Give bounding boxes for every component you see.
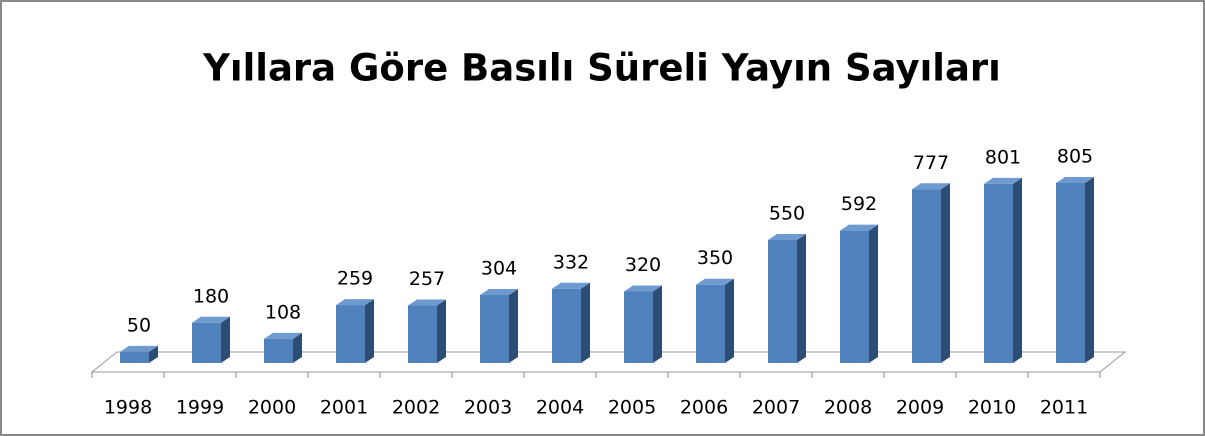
x-tick-label: 2004 xyxy=(536,397,584,419)
x-tick-label: 2005 xyxy=(608,397,656,419)
bar-top xyxy=(192,316,230,323)
bar-side xyxy=(1013,177,1022,363)
bar-top xyxy=(552,282,590,289)
bar xyxy=(696,284,725,363)
data-label: 801 xyxy=(985,146,1021,168)
bar-top xyxy=(696,278,734,285)
bar xyxy=(768,240,797,363)
bar-top xyxy=(912,183,950,190)
bar-top xyxy=(264,332,302,339)
x-tick-label: 2010 xyxy=(968,397,1016,419)
data-label: 320 xyxy=(625,254,661,276)
x-tick-label: 2001 xyxy=(320,397,368,419)
data-label: 108 xyxy=(265,301,301,323)
x-tick-label: 1998 xyxy=(104,397,152,419)
bar-top xyxy=(480,289,518,296)
x-tick-label: 2007 xyxy=(752,397,800,419)
bar xyxy=(120,351,149,363)
data-label: 50 xyxy=(127,314,151,336)
bar-top xyxy=(408,299,446,306)
bar xyxy=(984,183,1013,363)
bar-side xyxy=(869,224,878,363)
data-label: 350 xyxy=(697,247,733,269)
bar-side xyxy=(653,285,662,363)
data-label: 304 xyxy=(481,258,517,280)
bar-side xyxy=(1085,177,1094,363)
bar-side xyxy=(509,289,518,363)
bar-side xyxy=(293,332,302,363)
data-label: 592 xyxy=(841,193,877,215)
bar-top xyxy=(1056,177,1094,184)
bar-side xyxy=(797,234,806,363)
bar-top xyxy=(120,345,158,352)
bar xyxy=(480,295,509,363)
x-tick-label: 1999 xyxy=(176,397,224,419)
data-label: 257 xyxy=(409,268,445,290)
bar-side xyxy=(365,299,374,363)
bar-side xyxy=(221,316,230,363)
data-label: 180 xyxy=(193,285,229,307)
x-tick-label: 2006 xyxy=(680,397,728,419)
bar xyxy=(624,291,653,363)
bar-top xyxy=(624,285,662,292)
floor xyxy=(90,351,1127,373)
bar-top xyxy=(336,299,374,306)
data-label: 332 xyxy=(553,251,589,273)
bar xyxy=(912,189,941,363)
bar-top xyxy=(768,234,806,241)
bar xyxy=(552,288,581,363)
x-tick-label: 2002 xyxy=(392,397,440,419)
data-label: 805 xyxy=(1057,146,1093,168)
x-tick-label: 2011 xyxy=(1040,397,1088,419)
data-label: 259 xyxy=(337,268,373,290)
bar xyxy=(336,305,365,363)
x-tick-label: 2009 xyxy=(896,397,944,419)
bar xyxy=(192,322,221,363)
x-tick-label: 2000 xyxy=(248,397,296,419)
data-label: 777 xyxy=(913,152,949,174)
data-label: 550 xyxy=(769,203,805,225)
bar-side xyxy=(149,345,158,363)
bar-top xyxy=(984,177,1022,184)
bar-side xyxy=(437,299,446,363)
bar xyxy=(1056,183,1085,363)
bar-top xyxy=(840,224,878,231)
chart-title: Yıllara Göre Basılı Süreli Yayın Sayılar… xyxy=(202,47,1001,90)
x-tick-label: 2003 xyxy=(464,397,512,419)
x-tick-label: 2008 xyxy=(824,397,872,419)
bar xyxy=(840,230,869,363)
bar-side xyxy=(941,183,950,363)
bar xyxy=(264,338,293,363)
bar xyxy=(408,305,437,363)
bar-side xyxy=(581,282,590,363)
bar-side xyxy=(725,278,734,363)
